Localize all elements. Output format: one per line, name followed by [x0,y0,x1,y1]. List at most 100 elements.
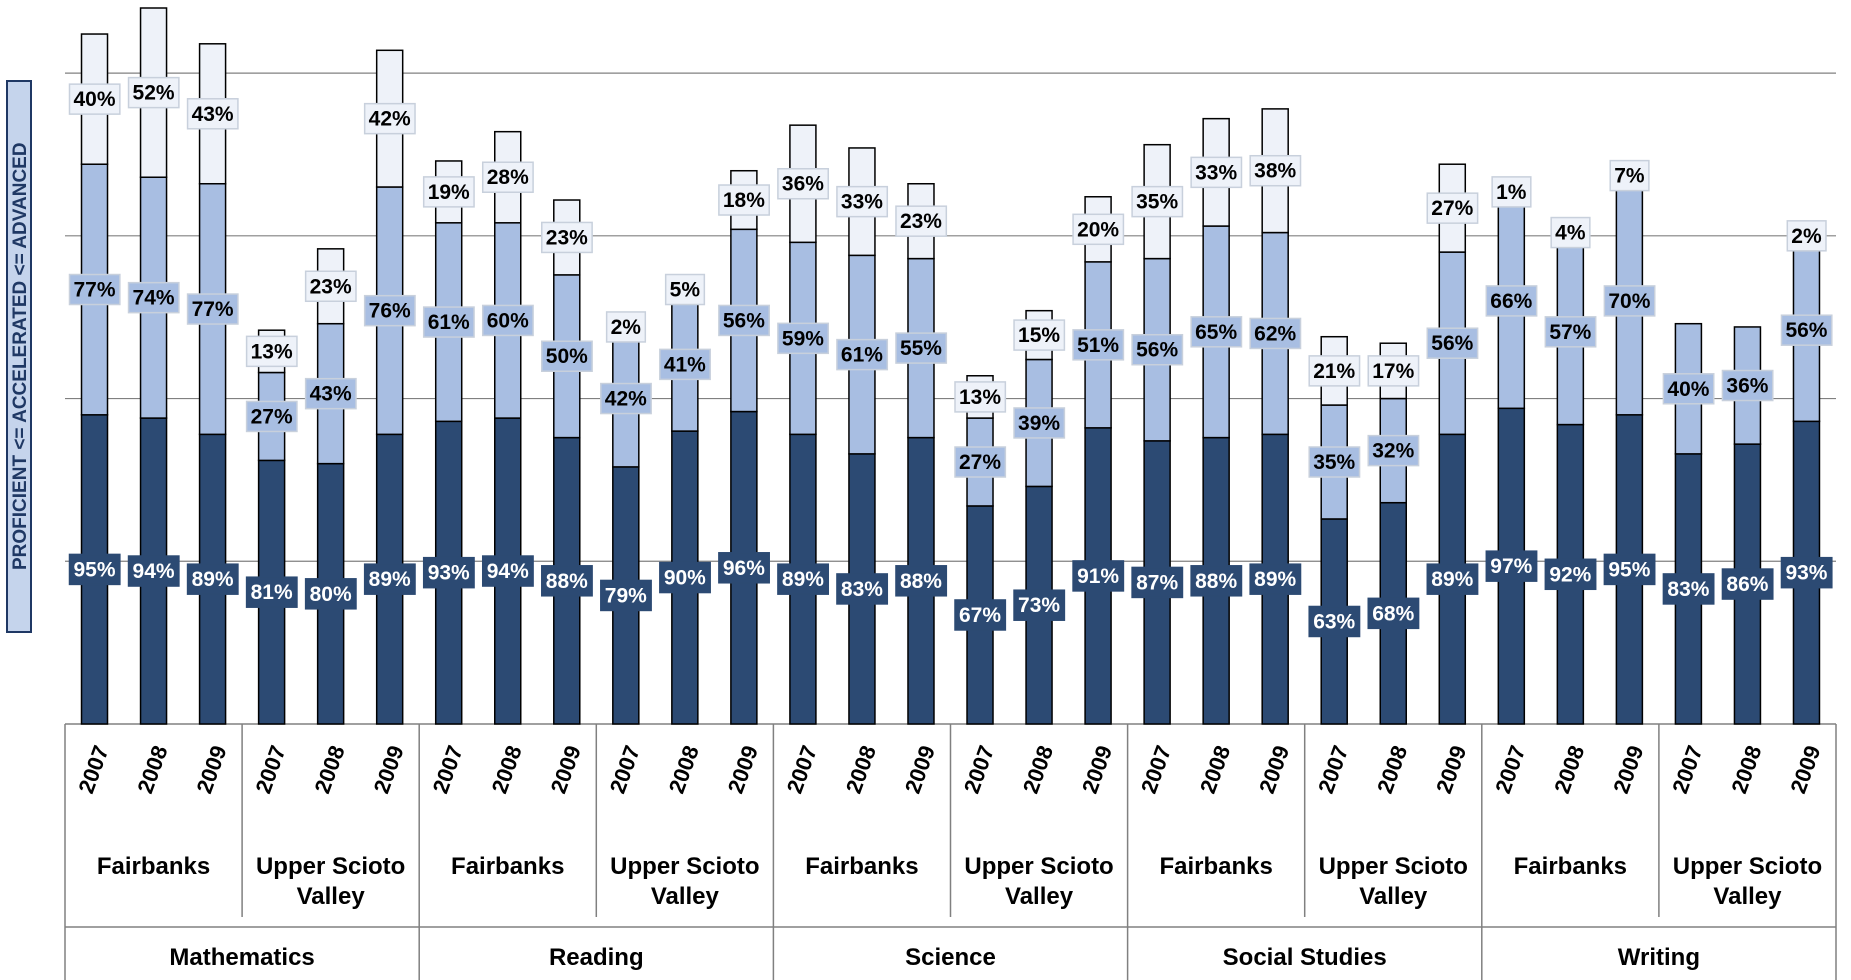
value-label: 68% [1372,602,1414,625]
value-label: 73% [1018,594,1060,617]
value-label: 23% [546,226,588,249]
value-label: 32% [1372,440,1414,463]
group-label: Fairbanks [1159,853,1273,880]
x-tick-label: 2009 [369,742,409,797]
value-label-box [1603,285,1656,317]
value-label: 77% [192,298,234,321]
value-label-box [600,382,652,415]
value-label-box [1609,159,1650,192]
value-label: 13% [959,386,1001,409]
x-tick-label: 2007 [782,742,822,797]
value-label-box [245,400,298,433]
x-tick-label: 2008 [1726,742,1766,797]
value-label: 83% [1667,578,1709,601]
x-tick-label: 2008 [664,742,704,797]
value-label-box [1367,434,1420,467]
group-label: Fairbanks [1513,853,1628,880]
x-tick-label: 2009 [900,742,940,797]
value-label-box [1308,446,1361,478]
value-label-box [1072,329,1125,361]
value-label-box [1426,563,1479,595]
group-label: Upper Scioto Valley [255,853,406,910]
value-label: 2% [611,316,642,339]
value-label: 20% [1077,218,1119,241]
value-label-box [777,563,830,595]
value-label: 27% [251,405,293,428]
x-tick-label: 2008 [841,742,881,797]
value-label-box [1485,285,1538,317]
group-label: Fairbanks [451,853,565,880]
x-tick-label: 2008 [487,742,527,797]
x-tick-label: 2008 [1195,742,1235,797]
value-label-box [127,76,180,109]
value-label: 23% [310,275,352,298]
value-label-box [836,338,889,371]
value-label-box [659,348,711,381]
value-label-box [127,555,180,587]
x-tick-label: 2007 [1313,742,1353,797]
value-label: 66% [1490,290,1532,313]
x-tick-label: 2007 [1667,742,1707,797]
value-label-box [895,205,948,237]
value-label: 94% [487,560,529,583]
value-label-box [1190,316,1243,348]
value-label: 61% [841,344,883,367]
value-label: 19% [428,181,470,204]
value-label-box [1013,319,1066,351]
value-label-box [1550,216,1591,249]
value-label: 40% [74,88,116,111]
value-label-box [541,221,593,254]
value-label-box [1190,565,1243,597]
value-label-box [1662,373,1715,405]
subject-label: Social Studies [1222,944,1387,971]
value-label: 42% [605,388,647,411]
x-tick-label: 2008 [1549,742,1589,797]
value-label-box [481,555,534,587]
value-label-box [363,563,416,595]
value-label: 21% [1313,360,1355,383]
value-label: 86% [1726,573,1768,596]
value-label: 56% [1785,319,1827,342]
value-label-box [68,553,121,586]
value-label: 95% [1608,558,1650,581]
value-label-box [1249,563,1302,595]
x-tick-label: 2009 [546,742,586,797]
value-label: 40% [1667,378,1709,401]
value-label: 13% [251,340,293,363]
value-label-box [186,563,239,595]
value-label-box [1131,566,1184,599]
value-label-box [1780,556,1833,589]
value-label-box [481,304,534,337]
value-label-box [1072,560,1125,592]
value-label-box [304,377,357,410]
value-label: 89% [192,568,234,591]
value-label: 92% [1549,563,1591,586]
value-label: 39% [1018,412,1060,435]
x-tick-label: 2008 [1372,742,1412,797]
value-label-box [1662,573,1715,605]
value-label-box [895,332,948,364]
value-label: 97% [1490,555,1532,578]
value-label: 81% [251,581,293,604]
value-label-box [836,185,889,218]
value-label-box [777,322,830,355]
value-label-box [1491,176,1532,208]
x-tick-label: 2009 [1254,742,1294,797]
value-label: 1% [1496,181,1527,204]
value-label: 67% [959,604,1001,627]
value-label-box [422,306,475,338]
value-label: 50% [546,345,588,368]
value-label-box [1721,369,1774,402]
value-label: 4% [1555,222,1586,245]
value-label: 23% [900,210,942,233]
value-label: 91% [1077,565,1119,588]
value-label-box [1426,327,1479,359]
value-label-box [245,576,298,608]
value-label: 55% [900,337,942,360]
x-tick-label: 2009 [723,742,763,797]
value-label-box [895,565,948,597]
y-axis-title: PROFICIENT <= ACCELERATED <= ADVANCED [6,80,32,633]
value-label-box [664,273,706,306]
subject-label: Writing [1617,944,1700,971]
value-label-box [1485,550,1538,582]
